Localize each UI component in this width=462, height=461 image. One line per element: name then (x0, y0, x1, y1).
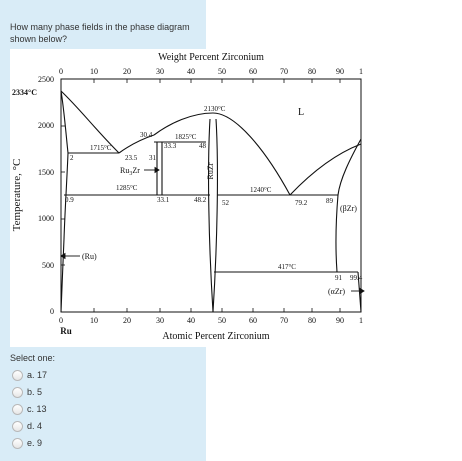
c89-label: 89 (326, 197, 334, 205)
arrow-head-icon (359, 287, 365, 295)
bottom-left-label: Ru (60, 326, 72, 336)
t1240-label: 1240°C (250, 186, 272, 194)
top-ticks: 0 10 20 30 40 50 60 70 80 90 1 (59, 67, 363, 76)
top-tick-label: 1 (359, 67, 363, 76)
c23-5-label: 23.5 (125, 154, 138, 162)
liquid-label: L (298, 107, 304, 118)
radio-button[interactable] (12, 437, 23, 449)
top-tick-label: 30 (156, 67, 164, 76)
bottom-tick-label: 70 (280, 316, 288, 325)
y-axis-title: Temperature, °C (11, 159, 23, 232)
ru-melting-label: 2334°C (12, 88, 37, 97)
ru3zr-main: Ru (120, 166, 129, 175)
bottom-tick-label: 40 (187, 316, 195, 325)
option-e[interactable]: e. 9 (12, 436, 42, 450)
top-tick-label: 60 (249, 67, 257, 76)
phase-diagram-svg: Weight Percent Zirconium 0 10 20 30 40 5… (11, 52, 365, 342)
c52-label: 52 (222, 199, 230, 207)
azr-label: (αZr) (328, 287, 345, 296)
c2-label: 2 (70, 154, 74, 162)
c99-4-label: 99.4 (350, 274, 363, 282)
bottom-tick-label: 50 (218, 316, 226, 325)
bottom-axis-title: Atomic Percent Zirconium (162, 331, 269, 342)
arrow-head-icon (60, 252, 66, 260)
top-tick-label: 70 (280, 67, 288, 76)
top-tick-label: 10 (90, 67, 98, 76)
c33-1-label: 33.1 (157, 196, 170, 204)
top-tick-label: 90 (336, 67, 344, 76)
c91-label: 91 (335, 274, 343, 282)
option-label: c. 13 (27, 404, 47, 414)
ru3zr-sub: 3 (129, 171, 132, 177)
t1715-label: 1715°C (90, 144, 112, 152)
annotation-arrows (60, 166, 365, 295)
c0-9-label: 0.9 (65, 196, 74, 204)
rutzr-max-label: 2130°C (204, 105, 226, 113)
ru3zr-label: Ru3Zr (120, 166, 140, 177)
y-tick-label: 1000 (38, 214, 54, 223)
y-tick-label: 500 (42, 261, 54, 270)
plot-frame (60, 78, 362, 313)
t1285-label: 1285°C (116, 184, 138, 192)
option-a[interactable]: a. 17 (12, 368, 47, 382)
ru3zr-suffix: Zr (132, 166, 140, 175)
bottom-tick-label: 60 (249, 316, 257, 325)
ruzr-label: RuZr (206, 162, 215, 179)
y-tick-label: 1500 (38, 168, 54, 177)
c79-2-label: 79.2 (295, 199, 308, 207)
phase-diagram: Weight Percent Zirconium 0 10 20 30 40 5… (10, 49, 462, 347)
c48-2-label: 48.2 (194, 196, 207, 204)
c33-3-label: 33.3 (164, 142, 177, 150)
top-tick-label: 80 (308, 67, 316, 76)
option-label: a. 17 (27, 370, 48, 380)
bottom-tick-label: 1 (359, 316, 363, 325)
option-d[interactable]: d. 4 (12, 419, 42, 433)
phase-boundaries (60, 90, 362, 313)
bottom-tick-label: 10 (90, 316, 98, 325)
top-tick-marks (60, 79, 341, 83)
bottom-tick-label: 90 (336, 316, 344, 325)
top-tick-label: 40 (187, 67, 195, 76)
bottom-tick-label: 20 (123, 316, 131, 325)
bottom-tick-label: 30 (156, 316, 164, 325)
bottom-tick-marks (93, 308, 341, 312)
t1825-label: 1825°C (175, 133, 197, 141)
select-one-label: Select one: (10, 353, 56, 363)
y-ticks: 2500 2000 1500 1000 500 0 (38, 75, 54, 316)
radio-button[interactable] (12, 403, 23, 415)
ru-phase-label: (Ru) (82, 252, 97, 261)
top-axis-title: Weight Percent Zirconium (158, 52, 264, 63)
option-label: d. 4 (27, 421, 43, 431)
bottom-tick-label: 0 (59, 316, 63, 325)
radio-button[interactable] (12, 386, 23, 398)
y-tick-label: 2000 (38, 121, 54, 130)
c30-4-label: 30.4 (140, 131, 153, 139)
top-tick-label: 0 (59, 67, 63, 76)
bottom-ticks: 0 10 20 30 40 50 60 70 80 90 1 (59, 316, 363, 325)
y-tick-label: 2500 (38, 75, 54, 84)
radio-button[interactable] (12, 420, 23, 432)
radio-button[interactable] (12, 369, 23, 381)
invariant-lines (64, 141, 358, 273)
c31-label: 31 (149, 154, 157, 162)
bzr-label: (βZr) (340, 204, 357, 213)
option-b[interactable]: b. 5 (12, 385, 42, 399)
top-tick-label: 20 (123, 67, 131, 76)
option-c[interactable]: c. 13 (12, 402, 47, 416)
arrow-head-icon (154, 166, 160, 174)
question-text: How many phase fields in the phase diagr… (10, 22, 190, 44)
t417-label: 417°C (278, 263, 296, 271)
y-tick-label: 0 (50, 307, 54, 316)
diagram-annotations: 2334°C L 2130°C 1715°C 1825°C 1285°C 124… (12, 88, 363, 296)
bottom-tick-label: 80 (308, 316, 316, 325)
c48-label: 48 (199, 142, 207, 150)
top-tick-label: 50 (218, 67, 226, 76)
option-label: e. 9 (27, 438, 43, 448)
option-label: b. 5 (27, 387, 43, 397)
